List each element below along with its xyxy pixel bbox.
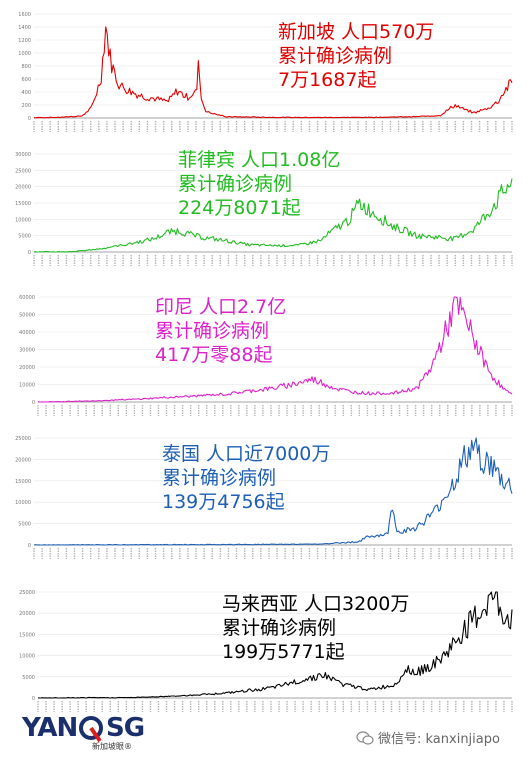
series-line — [33, 178, 513, 253]
y-tick-label: 400 — [21, 90, 31, 96]
chart-svg-thailand: 0 5000 10000 15000 20000 25000 — [15, 436, 513, 559]
annotation-line-2: 累计确诊病例 — [278, 45, 393, 67]
chart-panel-indonesia: 0 10000 20000 30000 40000 50000 60000 印尼 人口2.7… — [0, 285, 527, 430]
y-tick-label: 15000 — [15, 201, 31, 207]
y-tick-label: 5000 — [18, 522, 31, 528]
y-tick-label: 30000 — [19, 348, 35, 354]
series-line — [33, 437, 513, 546]
y-tick-label: 0 — [32, 696, 35, 702]
y-tick-label: 20000 — [15, 457, 31, 463]
annotation-line-1: 泰国 人口近7000万 — [162, 443, 331, 465]
wechat-label: 微信号: kanxinjiapo — [378, 732, 500, 747]
yansg-logo: YAN SG 新加坡眼® — [22, 713, 172, 753]
y-tick-label: 0 — [32, 400, 35, 406]
annotation-line-3: 139万4756起 — [162, 491, 285, 513]
y-tick-label: 50000 — [19, 313, 35, 319]
y-tick-label: 1000 — [18, 51, 31, 57]
annotation-indonesia: 印尼 人口2.7亿 累计确诊病例 417万零88起 — [155, 295, 286, 367]
y-tick-label: 10000 — [19, 383, 35, 389]
annotation-line-1: 印尼 人口2.7亿 — [155, 296, 287, 318]
y-tick-label: 20000 — [19, 365, 35, 371]
annotation-thailand: 泰国 人口近7000万 累计确诊病例 139万4756起 — [162, 442, 330, 514]
series-line — [33, 26, 513, 119]
y-tick-label: 1400 — [18, 25, 31, 31]
y-tick-label: 25000 — [19, 590, 35, 596]
series-line — [37, 296, 513, 403]
annotation-line-2: 累计确诊病例 — [178, 173, 293, 195]
y-tick-label: 10000 — [15, 217, 31, 223]
y-tick-label: 15000 — [19, 632, 35, 638]
y-tick-label: 40000 — [19, 330, 35, 336]
annotation-malaysia: 马来西亚 人口3200万 累计确诊病例 199万5771起 — [222, 592, 409, 664]
y-tick-label: 200 — [21, 103, 31, 109]
logo-text-left: YAN — [22, 713, 78, 743]
y-tick-label: 30000 — [15, 152, 31, 158]
chart-svg-indonesia: 0 10000 20000 30000 40000 50000 60000 — [19, 295, 513, 416]
y-tick-label: 5000 — [18, 234, 31, 240]
annotation-line-1: 新加坡 人口570万 — [278, 21, 435, 43]
annotation-line-3: 199万5771起 — [222, 641, 345, 663]
y-tick-label: 5000 — [22, 675, 35, 681]
annotation-line-3: 224万8071起 — [178, 197, 301, 219]
y-tick-label: 800 — [21, 64, 31, 70]
y-tick-label: 10000 — [15, 500, 31, 506]
y-tick-label: 0 — [28, 543, 31, 549]
y-tick-label: 20000 — [19, 611, 35, 617]
chart-svg-singapore: 0 200 400 600 800 1000 1200 1400 1600 — [18, 12, 513, 132]
annotation-philippines: 菲律宾 人口1.08亿 累计确诊病例 224万8071起 — [178, 148, 340, 220]
y-tick-label: 0 — [28, 250, 31, 256]
chart-panel-singapore: 0 200 400 600 800 1000 1200 1400 1600 新加坡 人口570万… — [0, 0, 527, 140]
annotation-line-1: 马来西亚 人口3200万 — [222, 593, 410, 615]
wechat-id: 微信号: kanxinjiapo — [356, 728, 500, 747]
logo-q-icon — [79, 716, 103, 743]
y-tick-label: 1600 — [18, 12, 31, 18]
chart-svg-philippines: 0 5000 10000 15000 20000 25000 30000 — [15, 152, 513, 266]
y-tick-label: 25000 — [15, 436, 31, 442]
wechat-icon — [356, 731, 374, 745]
y-tick-label: 15000 — [15, 479, 31, 485]
logo-text-right: SG — [106, 713, 145, 743]
chart-svg-malaysia: 0 5000 10000 15000 20000 25000 — [19, 590, 513, 712]
annotation-singapore: 新加坡 人口570万 累计确诊病例 7万1687起 — [278, 20, 434, 92]
annotation-line-2: 累计确诊病例 — [155, 320, 270, 342]
chart-panel-malaysia: 0 5000 10000 15000 20000 25000 马来西亚 人口3200万 累… — [0, 580, 527, 720]
y-tick-label: 10000 — [19, 654, 35, 660]
annotation-line-1: 菲律宾 人口1.08亿 — [178, 149, 341, 171]
annotation-line-2: 累计确诊病例 — [162, 467, 277, 489]
y-tick-label: 60000 — [19, 295, 35, 301]
y-tick-label: 25000 — [15, 168, 31, 174]
y-tick-label: 20000 — [15, 185, 31, 191]
series-line — [37, 591, 513, 699]
annotation-line-3: 417万零88起 — [155, 344, 273, 366]
annotation-line-2: 累计确诊病例 — [222, 617, 337, 639]
y-tick-label: 1200 — [18, 38, 31, 44]
annotation-line-3: 7万1687起 — [278, 69, 377, 91]
y-tick-label: 600 — [21, 77, 31, 83]
logo-subtitle: 新加坡眼® — [92, 742, 132, 751]
y-tick-label: 0 — [28, 116, 31, 122]
chart-panel-thailand: 0 5000 10000 15000 20000 25000 泰国 人口近7000万 累计… — [0, 430, 527, 575]
chart-panel-philippines: 0 5000 10000 15000 20000 25000 30000 菲律宾 人口1.0… — [0, 140, 527, 285]
